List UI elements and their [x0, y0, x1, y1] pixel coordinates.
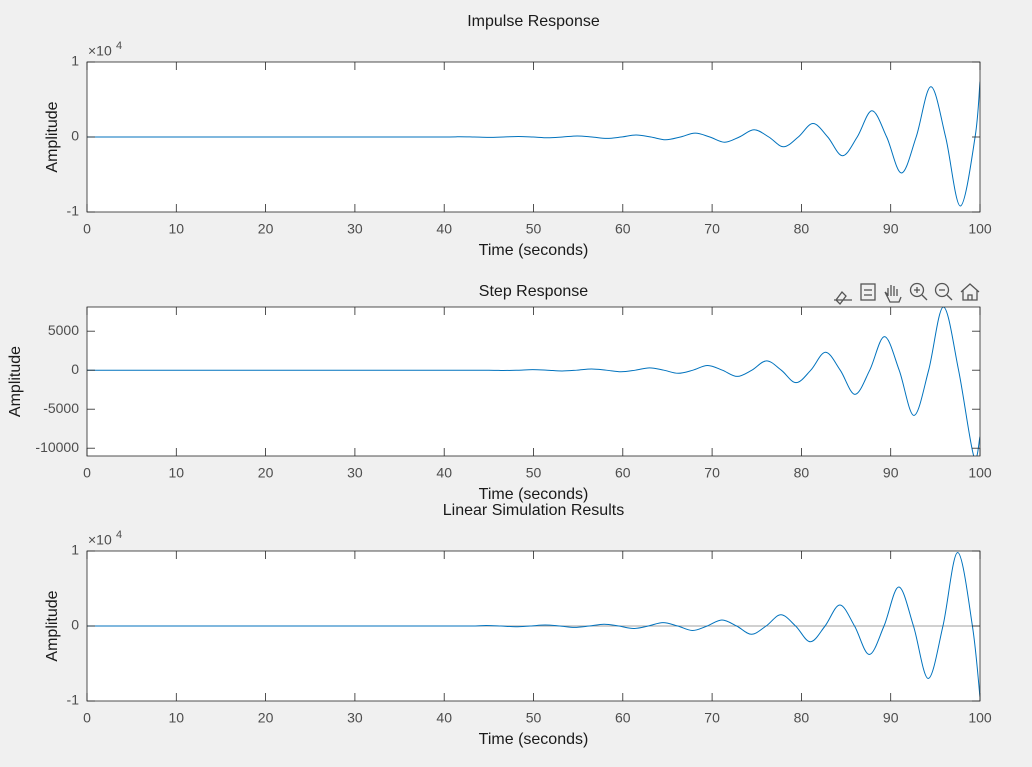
y-multiplier-exponent: 4	[116, 529, 122, 541]
x-tick-label: 20	[258, 710, 274, 726]
x-tick-label: 100	[968, 221, 992, 237]
x-tick-label: 90	[883, 710, 899, 726]
x-tick-label: 10	[169, 465, 185, 481]
brush-icon[interactable]	[834, 291, 852, 305]
x-axis-label: Time (seconds)	[479, 731, 589, 748]
y-multiplier-base: ×10	[88, 532, 112, 548]
y-tick-label: 0	[71, 128, 79, 144]
x-tick-label: 100	[968, 465, 992, 481]
y-tick-label: 5000	[48, 322, 79, 338]
x-tick-label: 90	[883, 465, 899, 481]
x-tick-label: 0	[83, 221, 91, 237]
x-tick-label: 50	[526, 465, 542, 481]
axes: 0 10 20 30 40 50 60 70 80 90 100 -10000 -5000 0 5000 St…	[7, 283, 992, 503]
axes-title: Linear Simulation Results	[443, 502, 624, 519]
x-tick-label: 50	[526, 221, 542, 237]
x-tick-label: 60	[615, 465, 631, 481]
x-tick-label: 80	[794, 710, 810, 726]
x-tick-label: 80	[794, 465, 810, 481]
x-tick-label: 100	[968, 710, 992, 726]
y-tick-label: -10000	[35, 439, 79, 455]
y-axis-label: Amplitude	[7, 346, 24, 417]
x-tick-label: 50	[526, 710, 542, 726]
x-tick-label: 70	[704, 465, 720, 481]
x-tick-label: 30	[347, 710, 363, 726]
x-tick-label: 20	[258, 465, 274, 481]
zoom-out-icon[interactable]	[934, 282, 953, 301]
pan-icon[interactable]	[884, 285, 902, 303]
data-line	[87, 307, 980, 456]
y-tick-label: -1	[67, 203, 80, 219]
y-axis-label: Amplitude	[44, 590, 61, 661]
x-tick-label: 70	[704, 710, 720, 726]
data-line	[87, 551, 980, 698]
datatip-icon[interactable]	[860, 283, 876, 301]
x-tick-label: 60	[615, 221, 631, 237]
y-tick-label: -1	[67, 692, 80, 708]
y-multiplier-base: ×10	[88, 43, 112, 59]
x-tick-label: 10	[169, 710, 185, 726]
x-tick-label: 0	[83, 465, 91, 481]
x-tick-label: 40	[436, 710, 452, 726]
x-tick-label: 20	[258, 221, 274, 237]
y-tick-label: -5000	[43, 400, 79, 416]
axes-toolbar	[834, 282, 980, 305]
x-tick-label: 40	[436, 221, 452, 237]
y-tick-label: 0	[71, 361, 79, 377]
y-tick-label: 1	[71, 53, 79, 69]
x-tick-label: 90	[883, 221, 899, 237]
x-axis-label: Time (seconds)	[479, 242, 589, 259]
x-tick-label: 30	[347, 465, 363, 481]
y-multiplier-exponent: 4	[116, 40, 122, 52]
x-tick-label: 70	[704, 221, 720, 237]
axes-title: Step Response	[479, 283, 589, 300]
x-axis-label: Time (seconds)	[479, 486, 589, 503]
data-line	[87, 81, 980, 207]
y-tick-label: 1	[71, 542, 79, 558]
zoom-in-icon[interactable]	[909, 282, 928, 301]
plot-area	[87, 307, 980, 456]
x-tick-label: 40	[436, 465, 452, 481]
y-tick-label: 0	[71, 617, 79, 633]
x-tick-label: 10	[169, 221, 185, 237]
x-tick-label: 0	[83, 710, 91, 726]
home-icon[interactable]	[960, 283, 980, 301]
x-tick-label: 30	[347, 221, 363, 237]
axes-title: Impulse Response	[467, 13, 600, 30]
x-tick-label: 80	[794, 221, 810, 237]
y-axis-label: Amplitude	[44, 101, 61, 172]
x-tick-label: 60	[615, 710, 631, 726]
